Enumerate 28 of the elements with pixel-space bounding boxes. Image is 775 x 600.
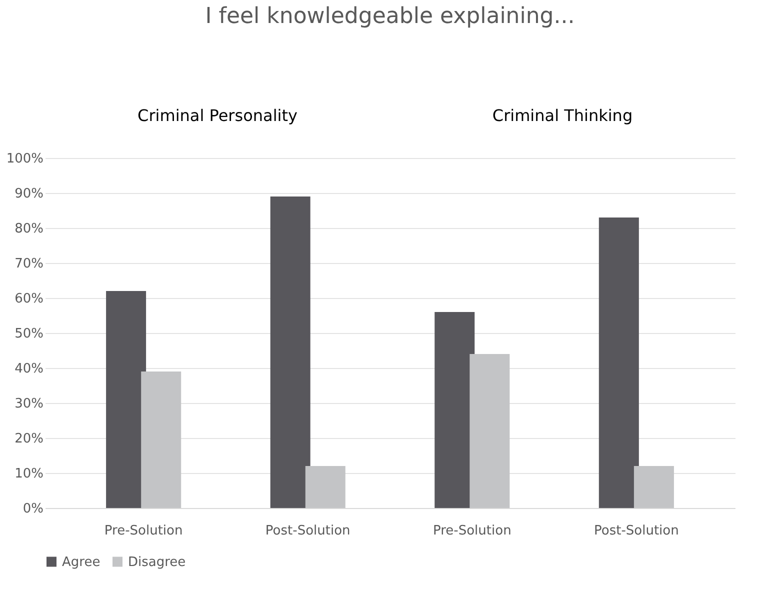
y-tick-label: 10% xyxy=(14,466,44,482)
bar xyxy=(470,354,510,508)
y-tick-label: 80% xyxy=(14,222,44,236)
bar xyxy=(634,466,674,508)
y-tick-label: 30% xyxy=(14,396,44,412)
bar xyxy=(270,196,310,508)
y-tick-label: 60% xyxy=(14,292,44,306)
y-tick-label: 0% xyxy=(22,502,44,516)
bar xyxy=(141,372,182,508)
x-tick-label: Pre-Solution xyxy=(432,524,512,538)
y-tick-label: 50% xyxy=(14,326,44,342)
bar xyxy=(305,466,346,508)
text: Criminal Thinking xyxy=(492,106,633,125)
y-tick-label: 40% xyxy=(14,362,44,376)
y-tick-label: 90% xyxy=(14,186,44,202)
bar xyxy=(106,291,146,508)
bar xyxy=(598,218,639,508)
x-tick-label: Post-Solution xyxy=(265,524,350,538)
bar xyxy=(434,312,475,508)
chart-title: I feel knowledgeable explaining... xyxy=(205,4,575,29)
legend-label: Agree xyxy=(62,554,100,570)
x-tick-label: Pre-Solution xyxy=(104,524,183,538)
legend-label: Disagree xyxy=(128,554,186,570)
x-tick-label: Post-Solution xyxy=(594,524,679,538)
y-tick-label: 20% xyxy=(14,432,44,446)
y-tick-label: 70% xyxy=(14,256,44,272)
text: Criminal Personality xyxy=(138,106,298,125)
y-tick-label: 100% xyxy=(6,152,44,166)
